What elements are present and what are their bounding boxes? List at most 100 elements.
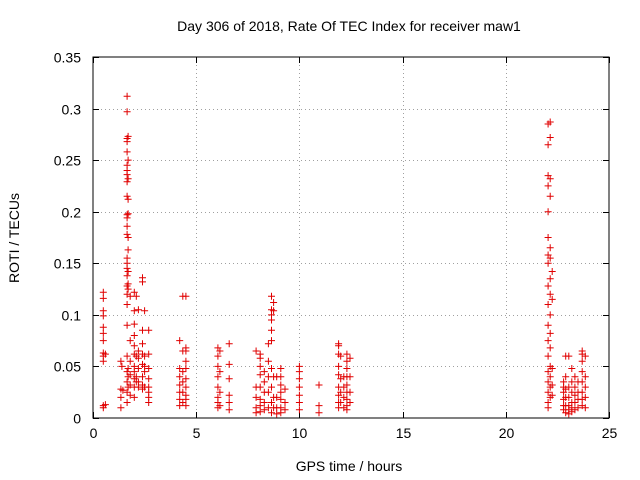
data-point-marker — [295, 399, 303, 406]
data-point-marker — [256, 395, 264, 403]
data-point-marker — [565, 352, 573, 360]
data-point-marker — [216, 347, 224, 355]
data-point-marker — [123, 138, 131, 146]
data-point-marker — [99, 329, 107, 337]
data-point-marker — [179, 388, 187, 396]
data-point-marker — [264, 357, 272, 365]
plot-frame — [92, 56, 610, 419]
data-point-marker — [141, 352, 149, 360]
data-point-marker — [252, 409, 260, 417]
data-point-marker — [124, 285, 132, 293]
data-point-marker — [216, 388, 224, 396]
data-point-marker — [548, 381, 556, 389]
data-point-marker — [99, 357, 107, 365]
data-point-marker — [132, 292, 140, 300]
data-point-marker — [123, 352, 131, 360]
data-point-marker — [126, 381, 134, 389]
x-tick-label: 5 — [193, 425, 201, 441]
data-point-marker — [134, 306, 142, 314]
data-point-marker — [578, 368, 586, 376]
data-point-marker — [176, 365, 184, 372]
y-axis-tick-labels: 0 0.05 0.1 0.15 0.2 0.25 0.3 0.35 — [54, 50, 81, 427]
data-point-marker — [581, 352, 589, 360]
data-point-marker — [126, 357, 134, 365]
data-point-marker — [182, 395, 190, 403]
data-point-marker — [134, 354, 142, 362]
data-point-marker — [123, 264, 131, 272]
data-point-marker — [256, 371, 264, 379]
data-point-marker — [268, 383, 275, 391]
data-point-marker — [99, 294, 107, 302]
data-point-marker — [182, 357, 190, 365]
data-point-marker — [99, 312, 107, 320]
data-point-marker — [130, 368, 138, 376]
data-point-marker — [99, 337, 107, 345]
data-point-marker — [124, 175, 132, 183]
x-axis-label: GPS time / hours — [296, 458, 403, 474]
data-point-marker — [335, 371, 343, 379]
y-tick-label: 0.3 — [62, 102, 82, 118]
data-point-marker — [216, 402, 224, 410]
data-point-marker — [277, 388, 285, 396]
data-point-marker — [568, 378, 576, 386]
y-axis-label: ROTI / TECUs — [6, 193, 22, 283]
data-point-marker — [124, 246, 132, 254]
data-point-marker — [295, 406, 303, 414]
data-point-marker — [565, 383, 573, 391]
data-point-marker — [281, 406, 289, 414]
data-point-marker — [337, 399, 345, 406]
data-point-marker — [335, 362, 343, 370]
data-point-marker — [268, 316, 275, 324]
data-point-marker — [256, 354, 264, 362]
data-point-marker — [182, 375, 190, 383]
data-point-marker — [268, 326, 275, 334]
data-point-marker — [214, 352, 222, 360]
data-point-marker — [130, 342, 138, 350]
data-point-marker — [546, 275, 554, 283]
data-point-marker — [134, 347, 142, 355]
data-point-marker — [123, 301, 131, 308]
data-point-marker — [139, 278, 146, 286]
data-point-marker — [123, 368, 131, 376]
y-tick-label: 0.05 — [54, 359, 81, 375]
data-point-marker — [295, 368, 303, 376]
data-point-marker — [281, 399, 289, 406]
data-point-marker — [179, 399, 187, 406]
data-point-marker — [260, 378, 268, 386]
data-point-marker — [176, 373, 184, 381]
data-point-marker — [124, 156, 132, 164]
data-point-marker — [544, 182, 552, 190]
data-point-marker — [544, 208, 552, 216]
data-point-marker — [273, 410, 281, 418]
data-point-marker — [295, 391, 303, 399]
data-point-marker — [581, 383, 589, 391]
data-point-marker — [581, 373, 589, 381]
data-point-marker — [123, 171, 131, 179]
data-point-marker — [568, 365, 576, 372]
data-point-marker — [216, 368, 224, 376]
data-point-marker — [343, 381, 351, 389]
data-point-marker — [260, 399, 268, 406]
data-points — [99, 92, 589, 418]
data-point-marker — [268, 399, 275, 406]
data-point-marker — [101, 350, 109, 358]
data-point-marker — [124, 195, 132, 203]
data-point-marker — [256, 402, 264, 410]
data-point-marker — [546, 344, 554, 352]
x-tick-label: 20 — [499, 425, 515, 441]
data-point-marker — [544, 282, 552, 290]
data-point-marker — [343, 406, 351, 414]
data-point-marker — [124, 210, 132, 218]
data-point-marker — [225, 391, 233, 399]
data-point-marker — [273, 393, 281, 401]
data-point-marker — [141, 368, 149, 376]
data-point-marker — [548, 268, 556, 275]
x-axis-tick-labels: 0 5 10 15 20 25 — [90, 425, 618, 441]
data-point-marker — [565, 393, 573, 401]
data-point-marker — [260, 406, 268, 414]
data-point-marker — [123, 92, 131, 100]
data-point-marker — [145, 326, 153, 334]
data-point-marker — [182, 347, 190, 355]
data-point-marker — [544, 234, 552, 241]
